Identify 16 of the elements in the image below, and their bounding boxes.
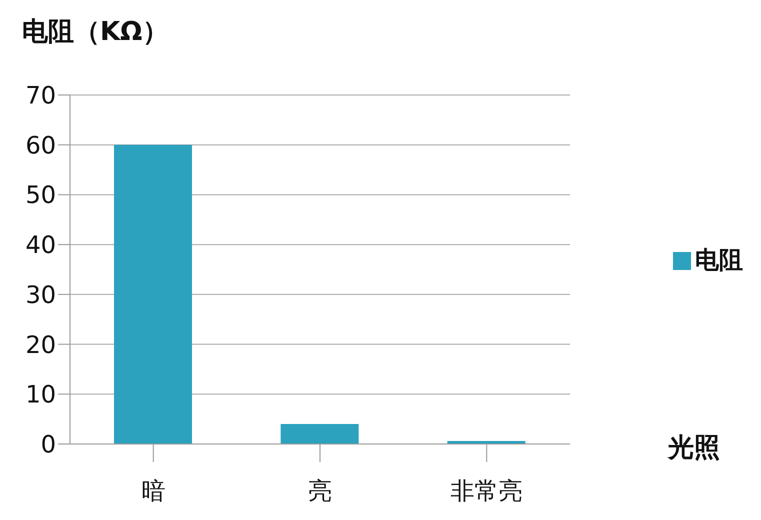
x-tick-label: 亮 [308,477,332,506]
y-tick-label: 40 [25,231,56,260]
x-tick-label: 暗 [141,477,166,506]
y-tick-label: 10 [25,380,56,409]
y-axis-title: 电阻（KΩ） [22,16,168,49]
x-tick-label: 非常亮 [450,477,523,506]
bar [280,424,359,444]
y-tick-label: 70 [25,82,56,110]
y-tick-label: 60 [25,131,56,160]
bar [114,144,192,444]
legend-label: 电阻 [695,246,743,274]
y-tick-label: 20 [25,330,56,359]
x-axis-title: 光照 [668,432,720,465]
y-tick-label: 30 [25,280,56,309]
y-tick-label: 50 [25,181,56,210]
y-tick-label: 0 [40,430,56,459]
